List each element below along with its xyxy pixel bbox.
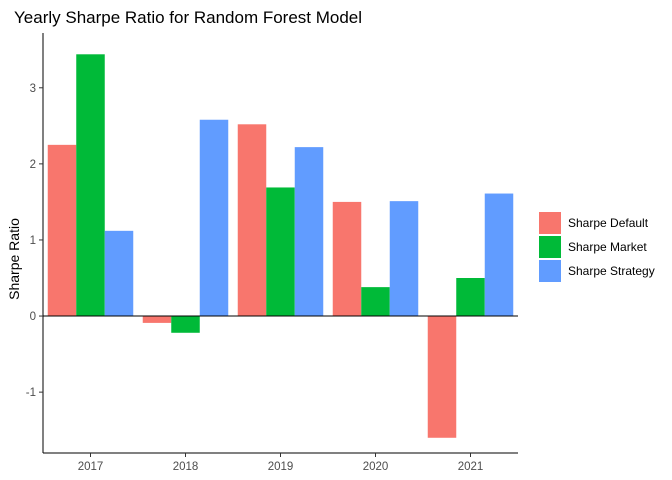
bar-sharpe-market-2020 <box>361 287 390 317</box>
legend-label: Sharpe Default <box>568 216 649 230</box>
bar-sharpe-market-2019 <box>266 187 295 317</box>
bar-sharpe-default-2018 <box>142 316 172 323</box>
y-tick-label: -1 <box>26 387 36 399</box>
y-tick-label: 2 <box>30 159 36 171</box>
y-tick-label: 3 <box>30 83 36 95</box>
bar-sharpe-default-2021 <box>427 316 457 438</box>
y-tick-label: 0 <box>30 311 36 323</box>
legend-label: Sharpe Strategy <box>568 264 655 278</box>
bar-sharpe-default-2019 <box>237 124 267 317</box>
legend-label: Sharpe Market <box>568 240 647 254</box>
legend-key-sharpe-strategy <box>539 260 561 282</box>
plot-area: -1 0 1 2 3 2017 2018 2019 2020 2021 <box>26 33 518 473</box>
x-tick-label: 2017 <box>78 461 104 473</box>
x-tick-label: 2021 <box>458 461 484 473</box>
bar-sharpe-strategy-2021 <box>484 193 514 317</box>
legend-key-sharpe-default <box>539 212 561 234</box>
bar-sharpe-market-2018 <box>171 316 200 333</box>
bar-sharpe-strategy-2018 <box>199 119 229 317</box>
bar-sharpe-strategy-2020 <box>389 201 419 317</box>
bar-sharpe-market-2021 <box>456 278 485 317</box>
legend: Sharpe Default Sharpe Market Sharpe Strate… <box>539 212 655 282</box>
x-tick-label: 2018 <box>173 461 199 473</box>
bar-sharpe-strategy-2019 <box>294 147 324 317</box>
bar-sharpe-default-2017 <box>47 144 77 317</box>
bar-sharpe-default-2020 <box>332 201 362 317</box>
x-tick-label: 2019 <box>268 461 294 473</box>
legend-key-sharpe-market <box>539 236 561 258</box>
y-tick-label: 1 <box>30 235 36 247</box>
x-tick-label: 2020 <box>363 461 389 473</box>
y-axis-label: Sharpe Ratio <box>6 218 22 300</box>
chart-title: Yearly Sharpe Ratio for Random Forest Mo… <box>14 8 362 27</box>
bar-sharpe-strategy-2017 <box>104 230 134 317</box>
bar-sharpe-market-2017 <box>76 54 105 317</box>
